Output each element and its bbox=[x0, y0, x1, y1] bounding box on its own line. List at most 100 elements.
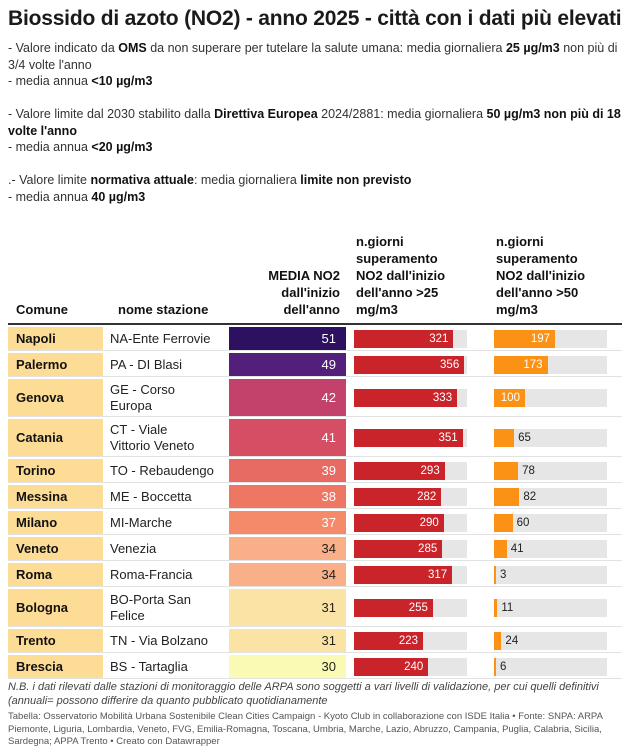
header-giorni-50[interactable]: n.giorni superamento NO2 dall'inizio dell'a… bbox=[496, 234, 586, 317]
cell-comune: Bologna bbox=[8, 589, 103, 626]
table-row: Torino TO - Rebaudengo 39 293 78 bbox=[8, 459, 622, 483]
intro-line: - media annua <10 µg/m3 bbox=[8, 74, 153, 88]
bar-track: 293 bbox=[354, 461, 467, 480]
bar-track: 321 bbox=[354, 329, 467, 348]
header-media[interactable]: MEDIA NO2 dall'inizio dell'anno bbox=[268, 268, 340, 317]
bar bbox=[494, 565, 496, 584]
table-row: Roma Roma-Francia 34 317 3 bbox=[8, 563, 622, 587]
table-row: Palermo PA - DI Blasi 49 356 173 bbox=[8, 353, 622, 377]
cell-media: 37 bbox=[229, 511, 346, 534]
bar-label: 24 bbox=[505, 634, 519, 647]
chart-title: Biossido di azoto (NO2) - anno 2025 - ci… bbox=[8, 7, 622, 30]
bar bbox=[494, 631, 502, 650]
bar bbox=[354, 513, 444, 532]
bar bbox=[354, 461, 445, 480]
cell-stazione: CT - Viale Vittorio Veneto bbox=[110, 421, 195, 453]
cell-comune: Milano bbox=[8, 511, 103, 534]
source-note: Tabella: Osservatorio Mobilità Urbana So… bbox=[8, 711, 603, 747]
header-rule bbox=[8, 323, 622, 325]
bar-track: 282 bbox=[354, 487, 467, 506]
bar bbox=[494, 355, 548, 374]
bar-label: 173 bbox=[523, 358, 543, 371]
bar bbox=[494, 487, 520, 506]
bar-label: 240 bbox=[404, 660, 424, 673]
cell-stazione: GE - Corso Europa bbox=[110, 381, 176, 413]
table-header: Comune nome stazione MEDIA NO2 dall'inizi… bbox=[8, 230, 622, 322]
bar-label: 82 bbox=[523, 490, 537, 503]
cell-stazione: ME - Boccetta bbox=[110, 488, 192, 504]
bar-track: 11 bbox=[494, 598, 607, 617]
bar bbox=[494, 513, 513, 532]
bar-label: 255 bbox=[408, 601, 428, 614]
cell-media: 30 bbox=[229, 655, 346, 678]
table-row: Napoli NA-Ente Ferrovie 51 321 197 bbox=[8, 327, 622, 351]
cell-comune: Genova bbox=[8, 379, 103, 416]
cell-comune: Brescia bbox=[8, 655, 103, 678]
table-row: Messina ME - Boccetta 38 282 82 bbox=[8, 485, 622, 509]
bar-label: 6 bbox=[500, 660, 507, 673]
table-row: Milano MI-Marche 37 290 60 bbox=[8, 511, 622, 535]
bar-label: 351 bbox=[438, 431, 458, 444]
bar bbox=[494, 461, 519, 480]
bar-track: 41 bbox=[494, 539, 607, 558]
cell-media: 49 bbox=[229, 353, 346, 376]
bar bbox=[354, 388, 458, 407]
cell-stazione: BO-Porta San Felice bbox=[110, 591, 191, 623]
bar bbox=[354, 631, 424, 650]
cell-stazione: NA-Ente Ferrovie bbox=[110, 330, 211, 346]
cell-media: 31 bbox=[229, 589, 346, 626]
bar-label: 11 bbox=[501, 601, 514, 614]
bar-label: 321 bbox=[429, 332, 449, 345]
bar-track: 351 bbox=[354, 428, 467, 447]
cell-stazione: BS - Tartaglia bbox=[110, 658, 188, 674]
cell-comune: Torino bbox=[8, 459, 103, 482]
bar-label: 3 bbox=[500, 568, 507, 581]
cell-comune: Palermo bbox=[8, 353, 103, 376]
intro-line: .- Valore limite normativa attuale: medi… bbox=[8, 173, 412, 187]
bar-track: 24 bbox=[494, 631, 607, 650]
bar bbox=[354, 487, 442, 506]
cell-media: 34 bbox=[229, 537, 346, 560]
cell-stazione: PA - DI Blasi bbox=[110, 356, 183, 372]
table-row: Veneto Venezia 34 285 41 bbox=[8, 537, 622, 561]
bar-track: 100 bbox=[494, 388, 607, 407]
bar-track: 333 bbox=[354, 388, 467, 407]
bar-label: 41 bbox=[510, 542, 524, 555]
bar bbox=[494, 329, 555, 348]
bar-label: 60 bbox=[516, 516, 530, 529]
bar-label: 78 bbox=[522, 464, 535, 477]
bar-label: 290 bbox=[419, 516, 439, 529]
intro-line: - Valore limite dal 2030 stabilito dalla… bbox=[8, 107, 621, 138]
header-giorni-25[interactable]: n.giorni superamento NO2 dall'inizio dell'a… bbox=[356, 234, 446, 317]
header-comune[interactable]: Comune bbox=[16, 302, 68, 317]
bar-label: 293 bbox=[420, 464, 440, 477]
cell-media: 42 bbox=[229, 379, 346, 416]
bar-track: 223 bbox=[354, 631, 467, 650]
table-row: Brescia BS - Tartaglia 30 240 6 bbox=[8, 655, 622, 679]
table-row: Bologna BO-Porta San Felice 31 255 11 bbox=[8, 589, 622, 627]
cell-media: 38 bbox=[229, 485, 346, 508]
bar-label: 285 bbox=[418, 542, 438, 555]
cell-media: 39 bbox=[229, 459, 346, 482]
bar-label: 197 bbox=[530, 332, 550, 345]
cell-comune: Messina bbox=[8, 485, 103, 508]
bar-track: 173 bbox=[494, 355, 607, 374]
bar-track: 240 bbox=[354, 657, 467, 676]
bar-label: 100 bbox=[500, 391, 520, 404]
bar bbox=[494, 598, 498, 617]
bar-track: 78 bbox=[494, 461, 607, 480]
header-stazione[interactable]: nome stazione bbox=[118, 302, 209, 317]
bar-track: 3 bbox=[494, 565, 607, 584]
bar-track: 60 bbox=[494, 513, 607, 532]
table-row: Genova GE - Corso Europa 42 333 100 bbox=[8, 379, 622, 417]
cell-stazione: MI-Marche bbox=[110, 514, 173, 530]
bar bbox=[354, 598, 433, 617]
bar bbox=[354, 428, 463, 447]
bar-label: 65 bbox=[518, 431, 531, 444]
bar-label: 317 bbox=[427, 568, 448, 581]
cell-media: 31 bbox=[229, 629, 346, 652]
bar-track: 82 bbox=[494, 487, 607, 506]
bar-track: 65 bbox=[494, 428, 607, 447]
bar bbox=[354, 565, 453, 584]
cell-comune: Veneto bbox=[8, 537, 103, 560]
